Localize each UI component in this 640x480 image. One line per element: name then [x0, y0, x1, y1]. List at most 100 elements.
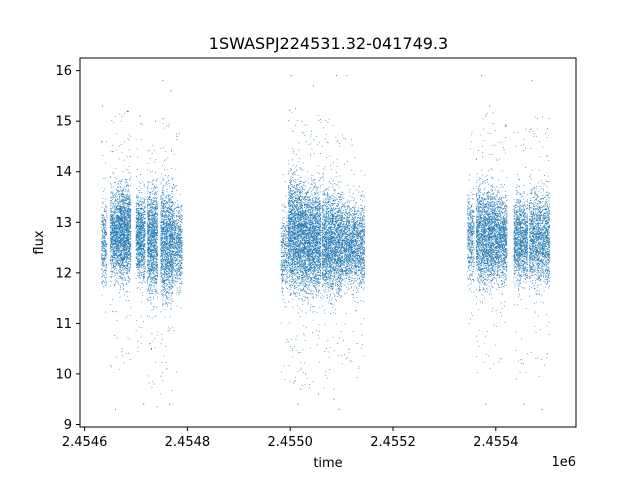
data-point — [129, 240, 131, 242]
data-point — [148, 212, 150, 214]
data-point — [148, 248, 150, 250]
data-point — [120, 221, 122, 222]
outlier-point — [101, 140, 103, 142]
data-point — [153, 256, 155, 258]
data-point — [129, 248, 131, 250]
data-point — [122, 229, 123, 231]
data-point — [139, 266, 141, 267]
data-point — [152, 293, 154, 294]
data-point — [113, 194, 114, 196]
data-point — [149, 284, 151, 286]
data-point — [121, 214, 122, 215]
data-point — [123, 276, 125, 278]
data-point — [117, 227, 119, 229]
data-point — [112, 207, 114, 209]
data-point — [112, 221, 114, 223]
data-point — [151, 170, 153, 172]
data-point — [155, 265, 157, 267]
data-point — [116, 239, 118, 241]
data-point — [155, 247, 157, 249]
data-point — [142, 256, 144, 258]
data-point — [122, 283, 124, 285]
data-point — [114, 250, 116, 252]
data-point — [121, 263, 123, 265]
data-point — [129, 199, 131, 201]
data-point — [140, 212, 142, 214]
data-point — [162, 305, 164, 306]
data-point — [119, 276, 121, 278]
data-point — [101, 227, 102, 228]
data-point — [111, 299, 113, 301]
data-point — [136, 243, 138, 244]
data-point — [137, 199, 138, 201]
data-point — [116, 248, 118, 249]
data-point — [119, 230, 121, 232]
data-point — [111, 144, 113, 146]
data-point — [114, 265, 116, 267]
data-point — [126, 184, 128, 186]
data-point — [116, 224, 118, 226]
data-point — [113, 222, 114, 223]
data-point — [112, 229, 114, 231]
data-point — [125, 247, 127, 249]
data-point — [155, 221, 157, 222]
data-point — [154, 267, 156, 268]
data-point — [119, 202, 121, 203]
data-point — [124, 236, 126, 237]
data-point — [149, 242, 151, 244]
data-point — [126, 240, 128, 242]
data-point — [121, 226, 123, 228]
data-point — [116, 213, 118, 215]
data-point — [122, 219, 123, 220]
data-point — [127, 226, 129, 227]
data-point — [103, 247, 104, 249]
data-point — [115, 216, 117, 218]
data-point — [122, 234, 124, 236]
data-point — [155, 227, 156, 228]
data-point — [106, 244, 107, 245]
data-point — [120, 219, 122, 221]
data-point — [138, 217, 140, 219]
data-point — [129, 199, 131, 201]
data-point — [129, 229, 130, 231]
data-point — [124, 258, 125, 259]
data-point — [125, 353, 127, 354]
data-point — [130, 359, 132, 361]
data-point — [101, 257, 103, 259]
data-point — [114, 213, 115, 215]
data-point — [138, 228, 139, 230]
data-point — [119, 263, 121, 264]
data-point — [116, 216, 118, 217]
data-point — [126, 244, 127, 246]
data-point — [126, 218, 128, 220]
data-point — [139, 274, 141, 276]
data-point — [118, 209, 119, 210]
data-point — [142, 254, 144, 255]
data-point — [113, 243, 115, 245]
data-point — [140, 201, 142, 203]
data-point — [137, 261, 138, 263]
data-point — [121, 253, 123, 255]
data-point — [171, 179, 173, 181]
data-point — [113, 240, 115, 242]
data-point — [126, 245, 128, 246]
data-point — [143, 184, 145, 186]
data-point — [125, 230, 127, 232]
data-point — [121, 200, 123, 202]
data-point — [137, 223, 139, 225]
data-point — [120, 257, 122, 258]
data-point — [142, 240, 144, 241]
data-point — [101, 269, 103, 271]
data-point — [151, 249, 152, 251]
data-point — [152, 272, 153, 274]
data-point — [150, 273, 152, 275]
data-point — [111, 216, 113, 217]
data-point — [147, 271, 148, 272]
data-point — [111, 220, 113, 222]
data-point — [122, 273, 123, 275]
data-point — [104, 243, 106, 245]
data-point — [141, 263, 143, 265]
data-point — [142, 198, 144, 200]
data-point — [160, 224, 162, 226]
data-point — [142, 223, 144, 225]
